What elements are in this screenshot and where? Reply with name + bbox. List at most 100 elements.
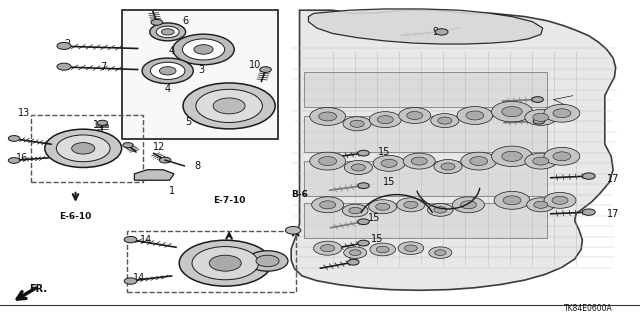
Circle shape [56,135,110,162]
Circle shape [312,197,344,213]
Circle shape [532,97,543,102]
Circle shape [182,39,225,60]
Circle shape [492,146,532,167]
Text: 14: 14 [140,235,152,245]
Circle shape [466,111,484,120]
Text: E-7-10: E-7-10 [213,196,245,205]
Text: 17: 17 [607,209,620,219]
Text: FR.: FR. [29,284,47,294]
Circle shape [321,245,335,252]
Circle shape [470,157,488,166]
Circle shape [151,19,163,25]
Circle shape [319,157,337,166]
Circle shape [461,152,497,170]
Circle shape [532,113,548,122]
Circle shape [179,240,271,286]
Circle shape [351,164,365,171]
Circle shape [194,45,213,54]
Circle shape [373,155,405,171]
Text: 15: 15 [368,212,381,223]
Circle shape [525,153,557,169]
Circle shape [544,192,576,208]
Circle shape [461,201,476,209]
Circle shape [348,259,359,265]
Circle shape [358,183,369,189]
Circle shape [412,157,428,165]
Circle shape [57,42,71,49]
Circle shape [553,109,571,118]
Circle shape [503,196,521,205]
Text: 10: 10 [248,60,261,70]
Circle shape [344,247,367,258]
Text: 16: 16 [16,153,29,163]
Circle shape [161,29,174,35]
Circle shape [434,207,447,213]
Circle shape [173,34,234,65]
Text: TK84E0600A: TK84E0600A [564,304,613,313]
Circle shape [196,89,262,122]
Bar [304,116,547,152]
Circle shape [369,200,397,214]
Bar [122,10,278,139]
Circle shape [256,255,279,267]
Circle shape [457,107,493,124]
Circle shape [124,278,137,284]
Text: 4: 4 [164,84,171,94]
Circle shape [407,112,423,120]
Circle shape [314,241,342,255]
Circle shape [159,157,171,163]
Circle shape [502,107,522,117]
Text: 5: 5 [186,117,192,127]
Text: 1: 1 [168,186,175,197]
Circle shape [525,109,557,125]
Circle shape [192,247,259,280]
Circle shape [527,198,555,212]
Circle shape [534,201,548,208]
Circle shape [441,163,455,170]
Circle shape [582,173,595,179]
Text: 4: 4 [168,46,175,56]
Circle shape [159,67,176,75]
Bar [304,161,547,196]
Text: 6: 6 [182,16,189,26]
Text: 15: 15 [383,177,396,188]
Circle shape [8,158,20,163]
Circle shape [349,250,361,256]
Circle shape [376,246,389,253]
Circle shape [156,26,179,38]
Circle shape [398,242,424,255]
Circle shape [358,219,369,225]
Circle shape [397,198,425,212]
Circle shape [285,226,301,234]
Circle shape [381,159,397,167]
Text: 15: 15 [371,234,384,244]
Circle shape [429,247,452,258]
Text: 13: 13 [18,108,31,118]
Circle shape [343,117,371,131]
Bar [127,231,296,292]
Circle shape [123,143,133,148]
Circle shape [97,120,108,125]
Text: 3: 3 [198,65,205,75]
Bar [304,72,547,107]
Circle shape [72,143,95,154]
Circle shape [150,62,185,79]
Bar [304,203,547,238]
Text: B-6: B-6 [291,190,308,199]
Circle shape [358,150,369,156]
Circle shape [404,245,417,251]
Circle shape [434,160,462,174]
Text: E-6-10: E-6-10 [60,212,92,221]
Text: 17: 17 [607,174,620,184]
Circle shape [57,63,71,70]
Bar [31,115,143,182]
Circle shape [544,147,580,165]
Circle shape [209,255,241,271]
Text: 9: 9 [432,27,438,37]
Circle shape [45,129,122,167]
Circle shape [438,117,452,124]
Circle shape [247,251,288,271]
Circle shape [142,58,193,84]
Circle shape [494,191,530,209]
Circle shape [183,83,275,129]
